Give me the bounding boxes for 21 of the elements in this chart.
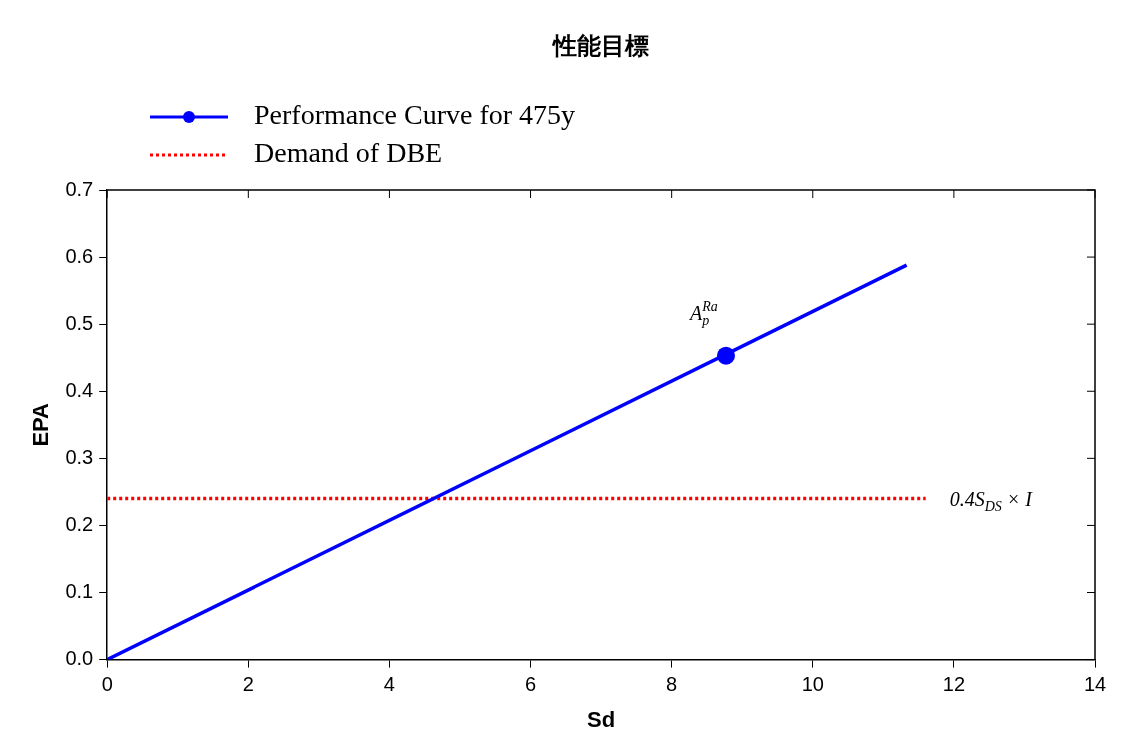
- y-tick-label: 0.5: [65, 311, 94, 334]
- legend-label: Performance Curve for 475y: [254, 99, 576, 131]
- x-tick-label: 10: [801, 673, 824, 696]
- x-tick-label: 6: [524, 673, 537, 696]
- y-tick-label: 0.4: [65, 378, 94, 401]
- chart-title: 性能目標: [551, 31, 650, 59]
- x-tick-label: 8: [666, 673, 678, 696]
- legend-label: Demand of DBE: [254, 137, 443, 169]
- x-tick-label: 12: [942, 673, 966, 696]
- y-tick-label: 0.2: [65, 512, 94, 535]
- y-tick-label: 0.7: [65, 177, 94, 200]
- y-axis-title: EPA: [28, 402, 54, 447]
- y-tick-label: 0.6: [65, 244, 94, 267]
- x-tick-label: 2: [242, 673, 254, 696]
- x-tick-label: 4: [383, 673, 395, 696]
- x-axis-title: Sd: [587, 706, 616, 732]
- x-tick-label: 0: [101, 673, 113, 696]
- y-tick-label: 0.0: [65, 647, 94, 670]
- y-tick-label: 0.3: [65, 445, 94, 468]
- x-tick-label: 14: [1083, 673, 1107, 696]
- y-tick-label: 0.1: [65, 580, 94, 603]
